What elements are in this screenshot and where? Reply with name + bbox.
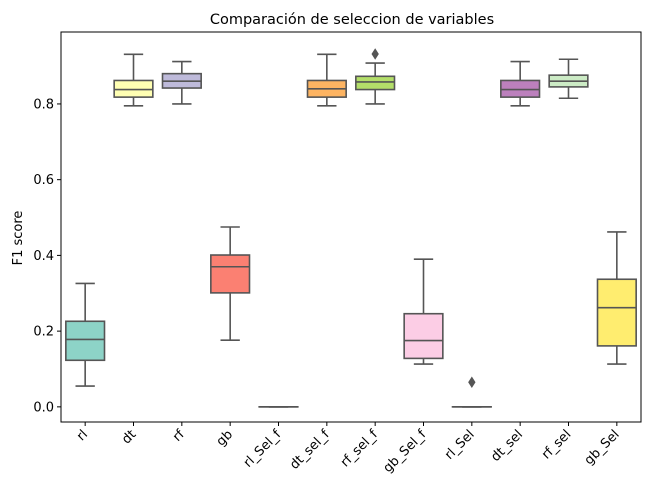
- x-tick-label-dt: dt: [119, 427, 139, 447]
- iqr-box-gb_Sel_f: [403, 312, 444, 360]
- iqr-box-gb_Sel: [596, 278, 637, 347]
- y-tick-label-1: 0.2: [33, 325, 54, 340]
- x-tick-label-dt_sel_f: dt_sel_f: [287, 427, 333, 473]
- plot-area: [65, 48, 637, 408]
- outlier-rl_Sel-0: [468, 376, 476, 388]
- box-rf_sel_f: [355, 48, 396, 105]
- y-tick-label-3: 0.6: [33, 173, 54, 188]
- chart-title: Comparación de seleccion de variables: [210, 12, 494, 28]
- x-tick-label-gb_Sel: gb_Sel: [582, 427, 623, 468]
- box-dt_sel: [500, 60, 541, 107]
- x-tick-label-gb: gb: [214, 427, 236, 449]
- outlier-rf_sel_f-0: [371, 48, 379, 60]
- y-axis-label: F1 score: [11, 211, 26, 266]
- iqr-box-rl: [65, 320, 106, 362]
- x-tick-label-rf: rf: [170, 427, 188, 445]
- iqr-box-gb: [210, 254, 251, 294]
- box-gb: [210, 226, 251, 342]
- box-rl_Sel: [451, 376, 492, 408]
- x-tick-label-rf_sel: rf_sel: [539, 427, 574, 462]
- x-tick-label-gb_Sel_f: gb_Sel_f: [381, 427, 430, 476]
- x-tick-label-rl_Sel_f: rl_Sel_f: [241, 427, 285, 471]
- x-tick-label-dt_sel: dt_sel: [488, 427, 526, 465]
- box-rl: [65, 282, 106, 387]
- plot-frame: [60, 31, 642, 423]
- box-gb_Sel_f: [403, 258, 444, 365]
- y-tick-label-0: 0.0: [33, 400, 54, 415]
- x-tick-label-rl_Sel: rl_Sel: [442, 427, 478, 463]
- box-gb_Sel: [596, 231, 637, 365]
- box-rf_sel: [548, 58, 589, 100]
- iqr-box-rf_sel_f: [355, 75, 396, 91]
- y-tick-label-4: 0.8: [33, 97, 54, 112]
- y-tick-label-2: 0.4: [33, 249, 54, 264]
- x-axis: rl dt rf gb rl_Sel_f dt_sel_f rf_sel_f gb_Sel_f…: [74, 422, 623, 476]
- x-tick-label-rl: rl: [74, 427, 91, 444]
- box-dt: [113, 53, 154, 107]
- y-axis: 0.0 0.2 0.4 0.6 0.8: [33, 97, 61, 415]
- box-dt_sel_f: [306, 53, 347, 107]
- x-tick-label-rf_sel_f: rf_sel_f: [338, 427, 381, 470]
- box-rf: [161, 60, 202, 105]
